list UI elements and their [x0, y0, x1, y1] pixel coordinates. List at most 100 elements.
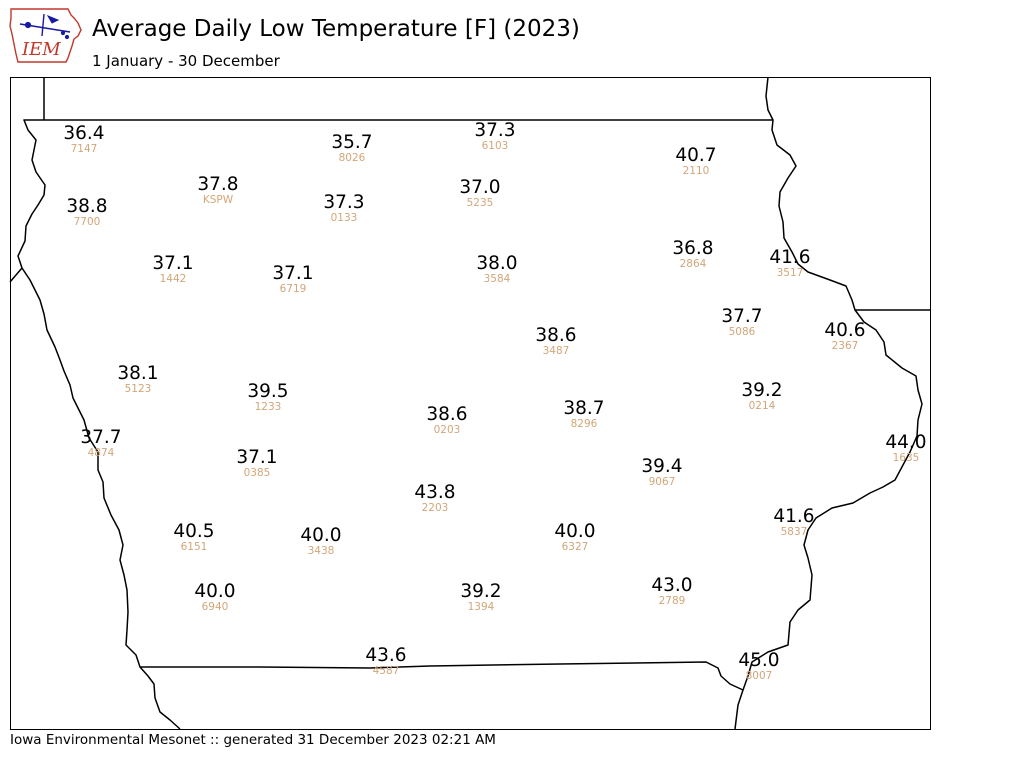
station-id: 0133	[331, 212, 358, 224]
station-id: 3517	[777, 267, 804, 279]
station-value: 37.3	[323, 192, 364, 213]
station-id: 8296	[571, 418, 598, 430]
station-value: 43.8	[414, 482, 455, 503]
station-value: 38.8	[66, 196, 107, 217]
station-id: 0203	[434, 424, 461, 436]
iowa-border	[17, 119, 923, 691]
station-id: 5123	[125, 383, 152, 395]
station-value: 37.0	[459, 177, 500, 198]
station-id: 8026	[339, 152, 366, 164]
station-id: 5235	[467, 197, 494, 209]
station-value: 40.0	[554, 521, 595, 542]
station-value: 37.7	[80, 427, 121, 448]
station-id: 5086	[729, 326, 756, 338]
station-id: 0214	[749, 400, 776, 412]
station-id: 0385	[244, 467, 271, 479]
station-id: 5837	[781, 526, 808, 538]
station-value: 39.5	[247, 381, 288, 402]
station-value: 37.1	[152, 253, 193, 274]
page-subtitle: 1 January - 30 December	[92, 52, 280, 70]
station-id: 3487	[543, 345, 570, 357]
station-value: 39.2	[460, 581, 501, 602]
station-id: 8007	[746, 670, 773, 682]
station-value: 44.0	[885, 432, 926, 453]
station-id: 6151	[181, 541, 208, 553]
station-value: 38.0	[476, 253, 517, 274]
station-value: 40.7	[675, 145, 716, 166]
station-value: 37.8	[197, 174, 238, 195]
station-id: 1442	[160, 273, 187, 285]
station-value: 41.6	[769, 247, 810, 268]
station-value: 40.6	[824, 320, 865, 341]
station-value: 43.0	[651, 575, 692, 596]
station-value: 39.2	[741, 380, 782, 401]
state-borders	[9, 76, 930, 730]
station-id: 1635	[893, 452, 920, 464]
weather-station-icon	[19, 13, 71, 40]
station-id: 4587	[373, 665, 400, 677]
station-value: 39.4	[641, 456, 682, 477]
station-value: 37.7	[721, 306, 762, 327]
station-id: 2110	[683, 165, 710, 177]
station-value: 45.0	[738, 650, 779, 671]
missouri-border-west	[139, 666, 181, 730]
station-value: 35.7	[331, 132, 372, 153]
station-id: 9067	[649, 476, 676, 488]
station-value: 38.7	[563, 398, 604, 419]
station-id: 6327	[562, 541, 589, 553]
footer-credit: Iowa Environmental Mesonet :: generated …	[10, 732, 496, 748]
map-frame	[10, 77, 931, 730]
station-value: 37.3	[474, 120, 515, 141]
station-value: 37.1	[236, 447, 277, 468]
station-value: 36.8	[672, 238, 713, 259]
page-title: Average Daily Low Temperature [F] (2023)	[92, 16, 580, 42]
station-id: 3584	[484, 273, 511, 285]
station-value: 43.6	[365, 645, 406, 666]
iem-logo: IEM	[9, 8, 82, 63]
station-value: 40.5	[173, 521, 214, 542]
missouri-border-east	[734, 689, 744, 730]
station-value: 41.6	[773, 506, 814, 527]
station-value: 38.1	[117, 363, 158, 384]
station-id: 6103	[482, 140, 509, 152]
station-id: 2789	[659, 595, 686, 607]
station-id: 2367	[832, 340, 859, 352]
station-id: 2203	[422, 502, 449, 514]
station-value: 40.0	[194, 581, 235, 602]
station-id: 1233	[255, 401, 282, 413]
minnesota-wisconsin-border	[765, 76, 774, 121]
nebraska-border	[9, 267, 23, 283]
station-value: 38.6	[535, 325, 576, 346]
station-id: 4874	[88, 447, 115, 459]
station-value: 36.4	[63, 123, 104, 144]
